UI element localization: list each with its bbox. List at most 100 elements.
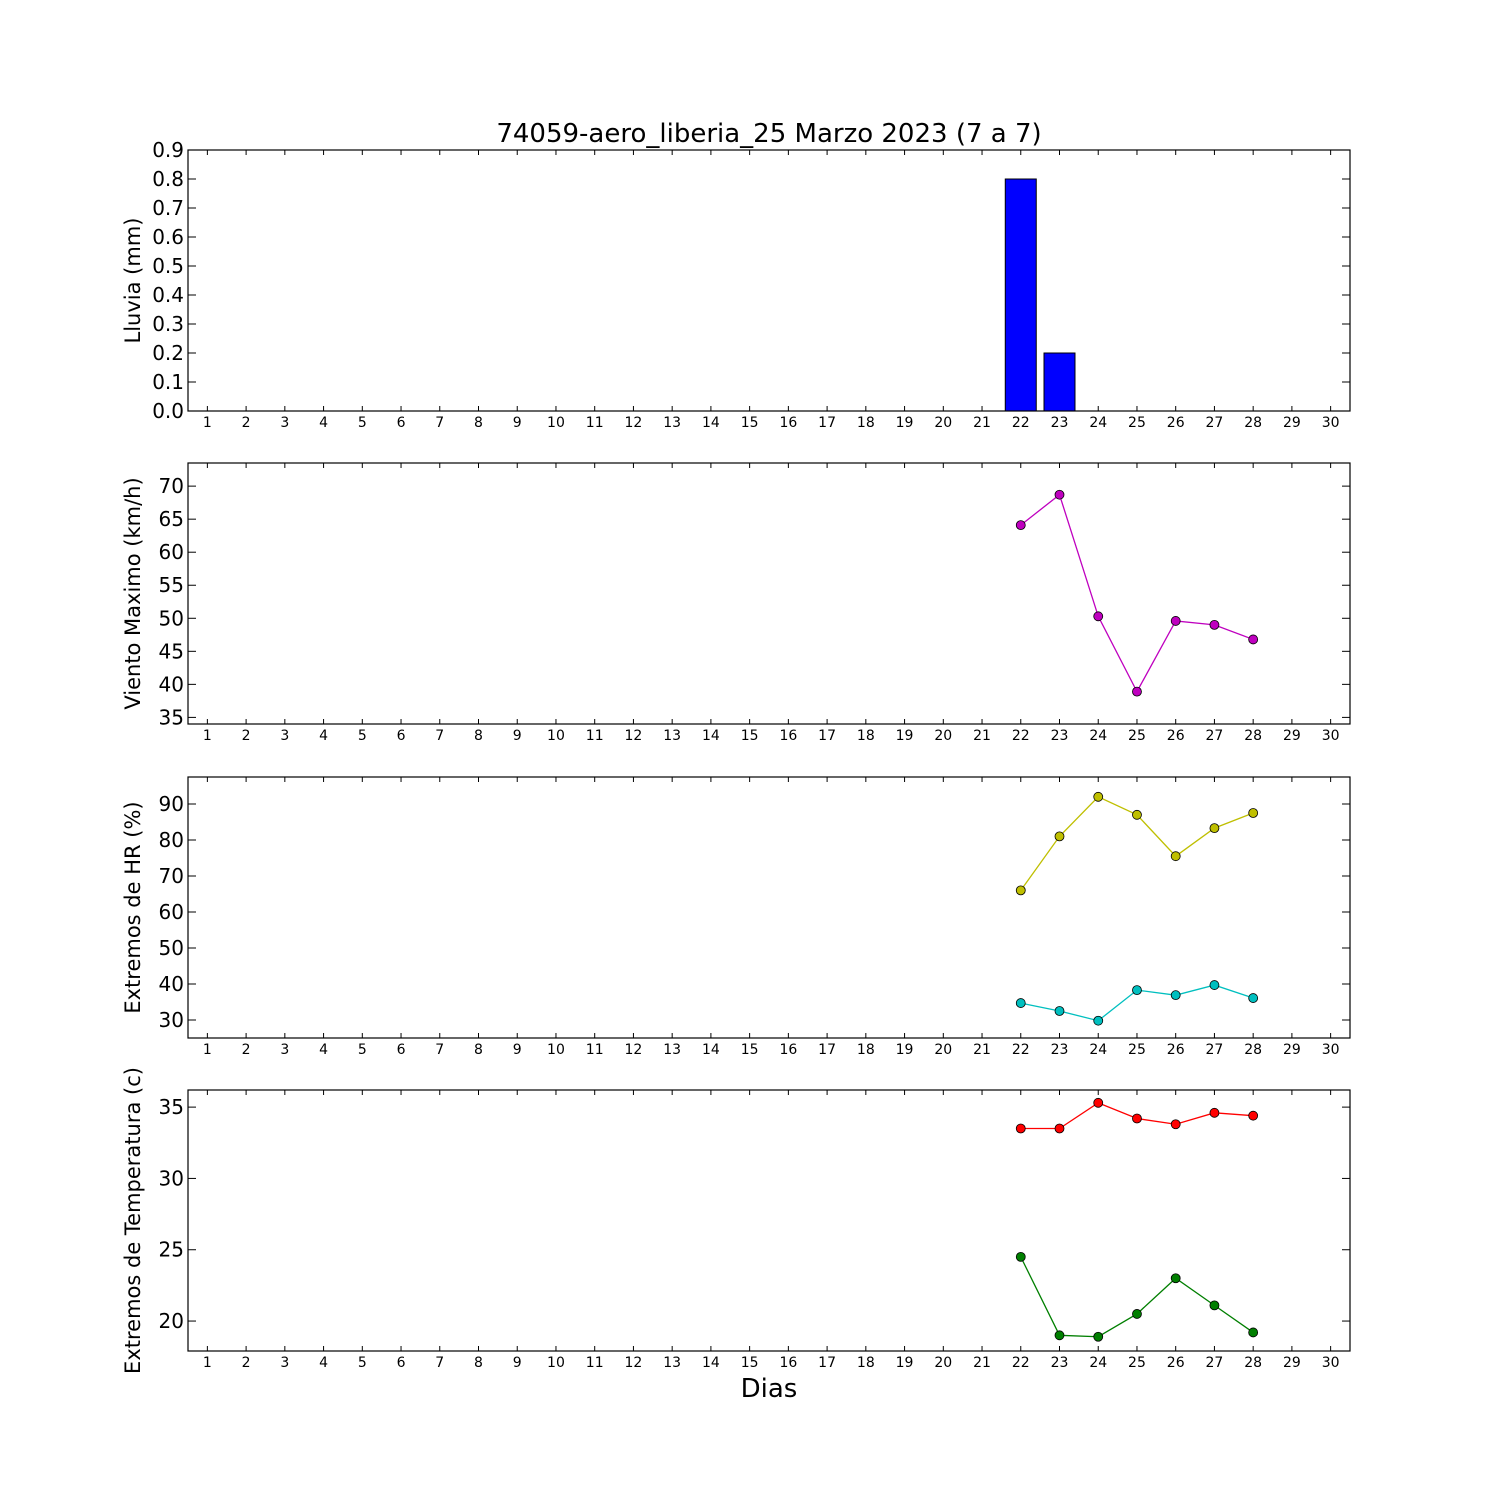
x-tick-label: 13 [663,415,681,431]
x-tick-label: 9 [513,1042,522,1058]
x-tick-label: 19 [896,1042,914,1058]
x-tick-label: 21 [973,415,991,431]
data-point-temperatura-0 [1093,1097,1104,1108]
panel-lluvia: 1 2 3 4 5 6 7 8 9 10 11 12 13 14 15 16 17 18 19 20 21 22 23 24 2… [121,138,1351,431]
data-point-viento-0 [1132,686,1142,697]
y-tick-label: 0.7 [152,196,184,220]
x-tick-label: 22 [1012,415,1030,431]
y-tick-label: 30 [159,1008,184,1032]
data-point-hr-0 [1248,808,1259,818]
data-point-hr-0 [1054,831,1065,842]
x-tick-label: 26 [1167,728,1185,744]
x-tick-label: 15 [741,1042,759,1058]
data-point-viento-0 [1054,489,1065,500]
x-tick-label: 30 [1322,1042,1340,1058]
y-tick-label: 25 [159,1238,184,1262]
y-tick-label: 0.5 [152,254,184,278]
x-tick-label: 11 [586,415,604,431]
data-point-hr-1 [1015,998,1026,1008]
y-tick-label: 40 [159,972,184,996]
y-tick-label: 70 [159,864,184,888]
x-tick-label: 24 [1089,1042,1107,1058]
x-tick-label: 14 [702,1042,720,1058]
plot-frame [187,776,1351,1039]
x-tick-label: 13 [663,1355,681,1371]
data-point-temperatura-0 [1170,1119,1181,1130]
x-tick-label: 19 [896,1355,914,1371]
x-tick-label: 5 [358,415,367,431]
x-tick-label: 19 [896,415,914,431]
x-tick-label: 23 [1051,728,1069,744]
x-tick-label: 2 [242,415,251,431]
x-tick-label: 19 [896,728,914,744]
x-tick-label: 8 [474,1355,483,1371]
rain-bar [1004,178,1037,412]
x-tick-label: 3 [280,415,289,431]
data-point-temperatura-1 [1015,1251,1026,1262]
data-point-hr-1 [1093,1015,1104,1026]
x-tick-label: 10 [547,728,565,744]
data-point-temperatura-0 [1015,1123,1026,1134]
x-tick-label: 6 [397,1042,406,1058]
x-tick-label: 25 [1128,728,1146,744]
x-tick-label: 8 [474,415,483,431]
x-tick-label: 29 [1283,728,1301,744]
x-tick-label: 21 [973,728,991,744]
data-point-hr-1 [1248,993,1259,1003]
panel-viento: 1 2 3 4 5 6 7 8 9 10 11 12 13 14 15 16 17 18 19 20 21 22 23 24 2… [121,462,1351,744]
x-tick-label: 24 [1089,415,1107,431]
x-tick-label: 28 [1244,1042,1262,1058]
x-tick-label: 7 [435,728,444,744]
x-tick-label: 16 [779,1042,797,1058]
x-tick-label: 14 [702,1355,720,1371]
rain-bar [1043,352,1076,412]
y-tick-label: 0.1 [152,370,184,394]
x-tick-label: 15 [741,728,759,744]
x-tick-label: 16 [779,415,797,431]
panel-temperatura: 1 2 3 4 5 6 7 8 9 10 11 12 13 14 15 16 17 18 19 20 21 22 23 24 2… [121,1067,1351,1374]
x-tick-label: 20 [934,415,952,431]
chart-title: 74059-aero_liberia_25 Marzo 2023 (7 a 7) [496,119,1041,149]
x-tick-label: 8 [474,728,483,744]
x-tick-label: 21 [973,1042,991,1058]
x-tick-label: 18 [857,415,875,431]
y-tick-label: 35 [159,1095,184,1119]
x-tick-label: 30 [1322,728,1340,744]
y-tick-label: 45 [159,639,184,663]
data-point-viento-0 [1209,619,1220,630]
data-point-hr-1 [1170,990,1181,1001]
y-tick-label: 70 [159,474,184,498]
data-point-temperatura-0 [1132,1113,1142,1124]
data-point-temperatura-1 [1209,1300,1220,1311]
data-point-temperatura-0 [1209,1107,1220,1118]
x-tick-label: 6 [397,415,406,431]
plot-frame [187,462,1351,725]
x-tick-label: 23 [1051,1042,1069,1058]
y-axis-label-temperatura: Extremos de Temperatura (c) [121,1067,145,1374]
data-point-viento-0 [1015,520,1026,531]
y-tick-label: 80 [159,828,184,852]
x-tick-label: 17 [818,415,836,431]
x-axis-label: Dias [741,1374,798,1404]
y-axis-label-viento: Viento Maximo (km/h) [121,477,145,709]
x-tick-label: 22 [1012,1355,1030,1371]
x-tick-label: 10 [547,415,565,431]
x-tick-label: 28 [1244,728,1262,744]
plot-frame [187,1089,1351,1352]
x-tick-label: 24 [1089,728,1107,744]
y-tick-label: 0.4 [152,283,184,307]
x-tick-label: 2 [242,728,251,744]
x-tick-label: 6 [397,728,406,744]
x-tick-label: 17 [818,728,836,744]
data-point-temperatura-0 [1248,1110,1259,1121]
x-tick-label: 13 [663,728,681,744]
x-tick-label: 2 [242,1355,251,1371]
x-tick-label: 13 [663,1042,681,1058]
x-tick-label: 21 [973,1355,991,1371]
y-tick-label: 90 [159,792,184,816]
data-point-hr-0 [1093,791,1104,802]
y-tick-label: 40 [159,672,184,696]
x-tick-label: 12 [625,1355,643,1371]
x-tick-label: 5 [358,1042,367,1058]
